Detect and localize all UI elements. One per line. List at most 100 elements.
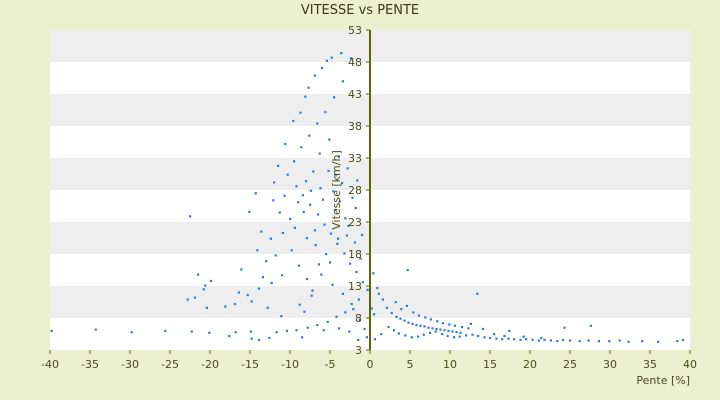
data-point [50,329,53,332]
data-point [349,262,352,265]
data-point [540,336,543,340]
x-tick-label: 20 [523,358,537,371]
data-point [316,122,319,125]
x-tick-label: 30 [603,358,617,371]
data-point [627,340,630,343]
data-point [351,196,354,199]
data-point [407,321,410,324]
data-point [272,199,275,202]
data-point [286,173,289,176]
data-point [257,287,260,290]
data-point [283,194,286,197]
data-point [519,338,522,341]
data-point [429,318,432,321]
x-tick-label: 10 [443,358,457,371]
data-point [313,229,316,232]
data-point [412,311,415,314]
data-point [435,327,438,331]
data-point [387,325,390,329]
data-point [366,288,369,292]
data-point [254,192,257,195]
data-point [130,331,133,334]
y-tick-label: 8 [355,312,362,325]
data-point [277,164,280,167]
data-point [310,294,313,297]
x-axis-label: Pente [%] [636,374,690,387]
data-point [324,110,327,114]
data-point [455,331,458,334]
data-point [508,329,511,332]
data-point [483,336,486,339]
x-axis-ticks: -40 -35 -30 -25 -20 -15 -10 -5 0 5 10 15 20 25 30 35 40 [41,350,697,371]
data-point [309,189,312,192]
data-point [489,336,492,340]
data-point [363,327,366,331]
data-point [325,253,328,256]
data-point [337,327,340,330]
data-point [332,190,335,193]
data-point [459,331,462,334]
data-point [334,174,337,177]
data-point [278,211,281,214]
data-point [341,292,344,295]
data-point [352,308,355,311]
x-tick-label: -20 [201,358,219,371]
data-point [441,333,444,336]
data-point [345,234,348,237]
data-point [493,333,496,336]
x-tick-label: -40 [41,358,59,371]
data-point [233,302,236,306]
data-point [543,338,546,341]
x-tick-label: 5 [407,358,414,371]
data-point [197,273,200,276]
chart-title: VITESSE vs PENTE [301,3,419,18]
data-point [556,340,559,343]
data-point [338,200,341,203]
data-point [373,313,376,316]
data-point [319,187,322,190]
data-point [335,315,338,318]
data-point [340,52,343,55]
data-point [356,179,359,182]
data-point [537,339,540,342]
data-point [202,288,205,291]
data-point [443,329,446,332]
data-point [190,330,193,333]
data-point [281,274,284,277]
data-point [313,74,316,77]
data-point [377,292,380,295]
data-point [349,57,352,60]
data-point [224,305,227,308]
data-point [417,314,420,317]
data-point [406,269,409,272]
y-tick-label: 53 [348,24,362,37]
y-tick-label: 3 [355,344,362,357]
data-points [50,52,684,343]
data-point [281,231,284,235]
data-point [297,201,300,204]
data-point [256,249,259,252]
data-point [458,335,461,338]
data-point [467,327,470,330]
data-point [373,338,376,341]
data-point [250,300,253,303]
data-point [346,167,349,170]
data-point [234,331,237,334]
data-point [415,324,418,327]
data-point [434,330,437,333]
x-tick-label: -25 [161,358,179,371]
data-point [205,306,208,309]
data-point [304,95,307,98]
data-point [393,329,396,332]
data-point [676,340,679,343]
data-point [422,333,425,336]
data-point [293,226,296,229]
data-point [439,328,442,331]
data-point [341,80,344,83]
data-point [341,181,344,185]
data-point [270,281,273,284]
y-tick-label: 28 [348,184,362,197]
data-point [266,306,269,309]
